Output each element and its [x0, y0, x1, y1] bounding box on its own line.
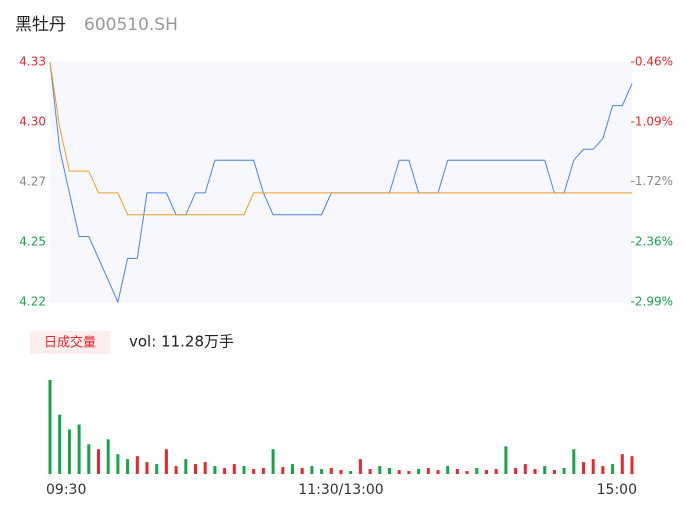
volume-bar	[514, 468, 518, 474]
volume-label: 日成交量	[44, 335, 96, 351]
y-tick-label: 4.30	[19, 115, 46, 129]
volume-bar	[339, 470, 343, 474]
volume-bar	[261, 468, 265, 474]
volume-bar	[194, 464, 197, 474]
volume-bar	[58, 414, 62, 474]
volume-bar	[97, 449, 100, 474]
volume-bar	[291, 464, 294, 474]
volume-bar	[426, 468, 430, 474]
volume-bar	[329, 468, 333, 474]
volume-bar	[446, 466, 450, 474]
volume-bar	[601, 466, 605, 474]
series-line	[49, 61, 632, 216]
volume-bar	[135, 456, 139, 474]
volume-bar	[533, 469, 537, 474]
y-tick-label: 4.33	[19, 55, 46, 69]
volume-bar	[223, 468, 227, 474]
volume-bar	[271, 449, 275, 474]
volume-bar	[358, 459, 362, 474]
volume-bar	[349, 471, 353, 474]
volume-bar	[77, 424, 81, 474]
volume-bar	[620, 454, 624, 474]
volume-bar	[164, 449, 168, 474]
volume-bar	[368, 469, 372, 474]
volume-bar	[232, 464, 236, 474]
volume-bar	[611, 464, 615, 474]
y2-tick-label: -2.99%	[631, 295, 673, 309]
volume-label-box	[30, 331, 110, 354]
volume-bar	[417, 469, 421, 474]
volume-bar	[203, 462, 207, 474]
volume-bar	[397, 470, 401, 474]
volume-bar	[572, 449, 576, 474]
y-tick-label: 4.22	[19, 295, 46, 309]
volume-bar	[504, 446, 508, 474]
y-tick-label: 4.27	[19, 175, 46, 189]
y2-tick-label: -1.09%	[631, 114, 673, 128]
volume-bar	[48, 379, 52, 474]
volume-bar	[475, 468, 479, 474]
volume-bar	[252, 469, 256, 474]
volume-bar	[126, 459, 130, 474]
volume-bar	[630, 456, 634, 474]
y2-tick-label: -2.36%	[631, 235, 673, 249]
volume-bar	[582, 462, 585, 474]
volume-bar	[320, 469, 324, 474]
volume-bar	[552, 470, 556, 474]
x-tick-label: 15:00	[597, 482, 637, 498]
volume-bar	[310, 466, 314, 474]
y2-tick-label: -1.72%	[631, 174, 673, 188]
volume-bar	[174, 466, 178, 474]
volume-bar	[242, 466, 246, 474]
volume-bar	[523, 464, 527, 474]
x-tick-label: 09:30	[46, 482, 86, 498]
stock-code: 600510.SH	[84, 15, 178, 35]
volume-bar	[184, 459, 188, 474]
volume-bar	[213, 466, 217, 474]
volume-bar	[591, 459, 595, 474]
volume-bar	[378, 466, 382, 474]
volume-bar	[106, 439, 110, 474]
volume-bar	[465, 471, 469, 474]
volume-bar	[145, 462, 149, 474]
volume-text: vol: 11.28万手	[129, 333, 234, 351]
volume-bar	[281, 467, 285, 474]
volume-bar	[543, 466, 547, 474]
y-tick-label: 4.25	[19, 235, 46, 249]
volume-bar	[485, 470, 488, 474]
x-tick-label: 11:30/13:00	[298, 482, 383, 498]
y2-tick-label: -0.46%	[631, 55, 673, 69]
volume-bar	[407, 471, 411, 474]
volume-bar	[388, 468, 391, 474]
volume-bar	[436, 470, 440, 474]
volume-bar	[155, 464, 159, 474]
volume-bar	[67, 429, 71, 474]
volume-bar	[300, 468, 304, 474]
stock-name: 黑牡丹	[15, 15, 66, 35]
volume-bar	[455, 469, 459, 474]
volume-bar	[562, 468, 566, 474]
volume-bar	[494, 469, 498, 474]
volume-bar	[116, 454, 120, 474]
volume-bar	[87, 444, 91, 474]
